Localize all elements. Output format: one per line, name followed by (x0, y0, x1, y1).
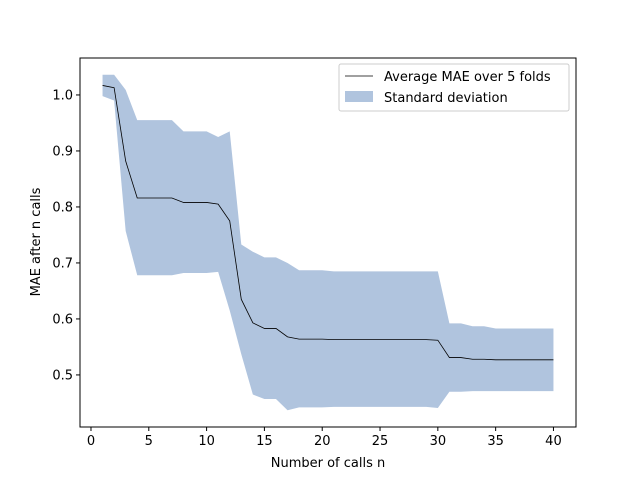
axes-frame (79, 57, 577, 428)
legend: Average MAE over 5 folds Standard deviat… (338, 63, 570, 112)
x-tick-label: 40 (545, 434, 562, 449)
x-tick-label: 25 (372, 434, 389, 449)
y-tick-label: 1.0 (52, 88, 73, 103)
x-axis: 0 5 10 15 20 25 30 35 40 (87, 427, 562, 449)
x-tick-label: 30 (430, 434, 447, 449)
std-deviation-band (102, 74, 554, 411)
x-tick-label: 5 (145, 434, 153, 449)
legend-box (338, 63, 570, 112)
y-tick-label: 0.7 (52, 256, 73, 271)
x-tick-label: 0 (87, 434, 95, 449)
mean-mae-line (102, 85, 554, 361)
legend-label-mean: Average MAE over 5 folds (384, 70, 551, 85)
y-tick-label: 0.9 (52, 144, 73, 159)
y-axis-label: MAE after n calls (29, 187, 44, 296)
x-tick-label: 20 (314, 434, 331, 449)
x-tick-label: 35 (487, 434, 504, 449)
legend-label-band: Standard deviation (384, 91, 508, 106)
y-tick-label: 0.5 (52, 368, 73, 383)
x-tick-label: 15 (256, 434, 273, 449)
x-tick-label: 10 (198, 434, 215, 449)
y-axis: 0.5 0.6 0.7 0.8 0.9 1.0 (52, 88, 80, 383)
y-tick-label: 0.6 (52, 312, 73, 327)
legend-band-swatch (345, 91, 373, 102)
y-tick-label: 0.8 (52, 200, 73, 215)
plot-area (102, 74, 554, 411)
x-axis-label: Number of calls n (271, 456, 386, 471)
